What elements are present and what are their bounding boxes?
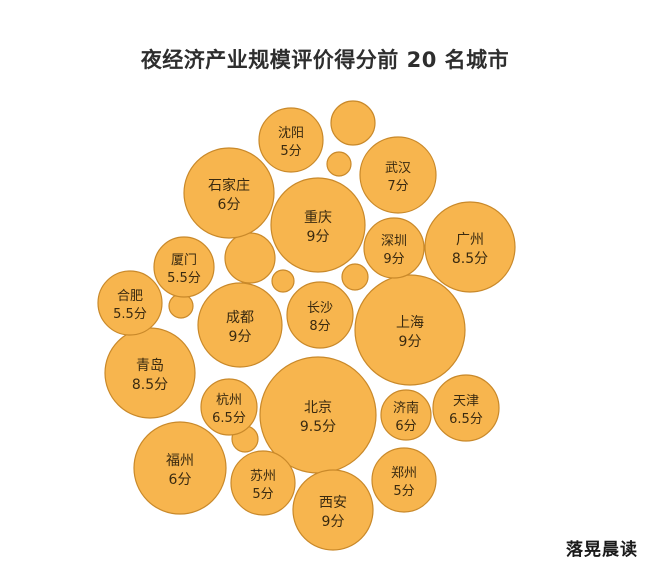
city-bubble (153, 236, 215, 298)
city-label: 北京 (304, 400, 332, 416)
city-label: 福州 (166, 453, 194, 469)
city-bubble (197, 282, 283, 368)
chart-title: 夜经济产业规模评价得分前 20 名城市 (140, 48, 510, 72)
city-label: 武汉 (385, 161, 411, 176)
bubble-3: 成都 9分 (197, 282, 283, 368)
bubble-4: 深圳 9分 (363, 217, 425, 279)
score-label: 9分 (229, 329, 252, 345)
city-bubble (424, 201, 516, 293)
city-bubble (292, 469, 374, 551)
score-label: 8.5分 (452, 251, 488, 267)
city-label: 郑州 (391, 466, 417, 481)
bubble-13: 福州 6分 (133, 421, 227, 515)
bubble-2: 上海 9分 (354, 274, 466, 386)
score-label: 9分 (399, 334, 422, 350)
city-label: 沈阳 (278, 126, 304, 141)
score-label: 6分 (395, 419, 416, 434)
filler-bubble (326, 151, 352, 177)
bubble-10: 杭州 6.5分 (200, 378, 258, 436)
score-label: 5分 (252, 487, 273, 502)
city-bubble (286, 281, 354, 349)
score-label: 5分 (280, 144, 301, 159)
score-label: 6分 (169, 472, 192, 488)
city-label: 济南 (393, 400, 419, 416)
city-bubble (380, 389, 432, 441)
score-label: 5分 (393, 484, 414, 499)
city-bubble (432, 374, 500, 442)
bubble-9: 武汉 7分 (359, 136, 437, 214)
city-bubble (97, 270, 163, 336)
score-label: 9分 (307, 229, 330, 245)
bubble-7: 青岛 8.5分 (104, 327, 196, 419)
city-label: 合肥 (117, 289, 143, 304)
score-label: 6.5分 (212, 411, 246, 426)
city-bubble (363, 217, 425, 279)
watermark: 落晃晨读 (566, 540, 638, 560)
bubble-16: 合肥 5.5分 (97, 270, 163, 336)
city-label: 青岛 (136, 358, 164, 374)
score-label: 9.5分 (300, 419, 336, 435)
filler-bubble (330, 100, 376, 146)
city-label: 石家庄 (208, 177, 250, 194)
bubble-14: 济南 6分 (380, 389, 432, 441)
score-label: 9分 (322, 514, 345, 530)
city-label: 上海 (396, 315, 424, 331)
bubble-17: 沈阳 5分 (258, 107, 324, 173)
bubble-18: 苏州 5分 (230, 450, 296, 516)
city-bubble (230, 450, 296, 516)
score-label: 7分 (387, 179, 408, 194)
city-label: 苏州 (250, 468, 276, 484)
bubble-6: 广州 8.5分 (424, 201, 516, 293)
filler-bubble (341, 263, 369, 291)
city-bubble (354, 274, 466, 386)
score-label: 8分 (309, 319, 330, 334)
bubble-0: 北京 9.5分 (259, 356, 377, 474)
score-label: 6.5分 (449, 412, 483, 427)
score-label: 5.5分 (113, 307, 147, 322)
score-label: 6分 (218, 197, 241, 213)
bubble-12: 石家庄 6分 (183, 147, 275, 239)
city-bubble (258, 107, 324, 173)
filler-bubble (168, 293, 194, 319)
city-label: 长沙 (307, 301, 333, 316)
city-bubble (371, 447, 437, 513)
city-bubble (270, 177, 366, 273)
city-label: 杭州 (216, 393, 242, 408)
city-label: 成都 (226, 310, 254, 326)
bubble-5: 西安 9分 (292, 469, 374, 551)
city-bubble (183, 147, 275, 239)
bubble-8: 长沙 8分 (286, 281, 354, 349)
bubble-1: 重庆 9分 (270, 177, 366, 273)
score-label: 8.5分 (132, 377, 168, 393)
city-label: 西安 (319, 495, 347, 511)
bubble-11: 天津 6.5分 (432, 374, 500, 442)
city-label: 天津 (453, 394, 479, 409)
city-label: 深圳 (381, 234, 407, 249)
bubble-15: 厦门 5.5分 (153, 236, 215, 298)
city-bubble (359, 136, 437, 214)
city-bubble (200, 378, 258, 436)
city-label: 重庆 (304, 210, 332, 226)
filler-bubble (224, 232, 276, 284)
city-bubble (133, 421, 227, 515)
score-label: 9分 (383, 252, 404, 267)
bubble-19: 郑州 5分 (371, 447, 437, 513)
city-label: 厦门 (171, 253, 197, 268)
city-label: 广州 (456, 232, 484, 248)
filler-bubble (271, 269, 295, 293)
score-label: 5.5分 (167, 271, 201, 286)
